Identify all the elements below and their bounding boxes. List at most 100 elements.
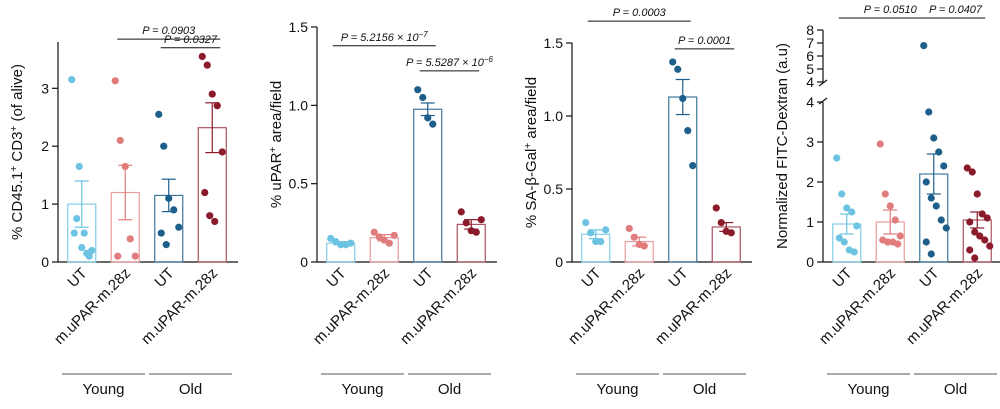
bar <box>413 108 443 263</box>
data-point <box>602 226 610 234</box>
p-value-text: P = 0.0003 <box>613 7 667 19</box>
data-point <box>927 194 935 202</box>
data-point <box>840 238 848 246</box>
data-point <box>843 204 851 212</box>
category-label: m.uPAR-m.28z <box>51 265 134 348</box>
y-axis-label-part: CD3 <box>9 132 26 166</box>
y-axis-label-part: area/field <box>268 81 285 147</box>
category-label: UT <box>151 265 177 291</box>
data-point <box>462 219 470 227</box>
data-point <box>75 162 83 171</box>
group-label: Young <box>342 381 384 398</box>
data-point <box>978 210 986 218</box>
data-point <box>922 178 930 186</box>
data-point <box>966 246 974 254</box>
y-tick-label: 7 <box>806 35 814 51</box>
y-tick-label: 0 <box>300 254 308 270</box>
y-tick-label: 0.5 <box>544 181 564 197</box>
data-point <box>160 142 168 150</box>
data-point <box>208 90 216 98</box>
data-point <box>940 162 948 170</box>
data-point <box>679 94 687 103</box>
y-axis-label: Normalized FITC-Dextran (a.u) <box>774 43 791 249</box>
y-tick-label: 4 <box>806 94 814 110</box>
p-value-label: P = 0.0407 <box>929 4 983 16</box>
group-label: Old <box>693 381 716 398</box>
data-point <box>833 154 841 162</box>
data-point <box>669 58 677 66</box>
data-point <box>419 93 427 102</box>
y-axis-label: % SA-β-Gal+ area/field <box>523 77 541 228</box>
data-point <box>347 239 355 247</box>
data-point <box>157 229 165 237</box>
data-point <box>126 235 134 243</box>
data-point <box>170 206 178 214</box>
category-label: UT <box>410 265 436 291</box>
data-point <box>162 241 170 249</box>
y-tick-label: 0 <box>41 254 49 270</box>
data-point <box>973 190 981 198</box>
y-axis-label-part: % uPAR <box>268 152 285 208</box>
data-point <box>927 250 935 258</box>
data-point <box>930 134 938 142</box>
data-point <box>894 240 902 248</box>
data-point <box>218 148 226 156</box>
y-tick-label: 2 <box>41 138 49 154</box>
data-point <box>88 246 96 255</box>
data-point <box>848 208 856 216</box>
data-point <box>424 114 432 122</box>
y-tick-label: 1.0 <box>544 108 564 124</box>
y-tick-label: 1 <box>806 214 814 230</box>
data-point <box>640 242 648 250</box>
category-label: m.uPAR-m.28z <box>903 265 986 348</box>
chart-panel-2: 00.51.01.5% uPAR+ area/fieldUTm.uPAR-m.2… <box>268 19 497 398</box>
data-point <box>625 224 633 233</box>
data-point <box>597 237 605 246</box>
y-axis-label-part: % SA-β-Gal <box>523 149 540 228</box>
data-point <box>727 229 735 237</box>
data-point <box>472 228 480 236</box>
data-point <box>689 162 697 170</box>
y-axis-label-sup: + <box>9 166 20 172</box>
category-label: UT <box>64 265 90 291</box>
category-label: m.uPAR-m.28z <box>397 265 480 348</box>
data-point <box>73 214 81 223</box>
data-point <box>457 208 465 216</box>
y-tick-label: 2 <box>806 174 814 190</box>
y-tick-label: 0.5 <box>289 176 309 192</box>
chart-panel-3: 00.51.01.5% SA-β-Gal+ area/fieldUTm.uPAR… <box>523 7 752 398</box>
group-label: Young <box>848 381 890 398</box>
data-point <box>582 218 590 227</box>
group-label: Old <box>438 381 461 398</box>
category-label: m.uPAR-m.28z <box>816 265 899 348</box>
data-point <box>165 194 173 202</box>
p-value-text: P = 0.0327 <box>164 34 218 46</box>
data-point <box>838 190 846 198</box>
data-point <box>896 232 904 240</box>
data-point <box>922 238 930 246</box>
p-value-text: P = 5.5287 × 10 <box>406 57 485 69</box>
data-point <box>213 102 221 110</box>
y-tick-label: 1.0 <box>289 97 309 113</box>
data-point <box>966 218 974 226</box>
y-tick-label: 3 <box>41 80 49 96</box>
data-point <box>963 164 971 172</box>
data-point <box>971 254 979 262</box>
y-tick-label: 0 <box>555 254 563 270</box>
data-point <box>968 168 976 176</box>
category-label: UT <box>829 265 855 291</box>
p-value-label: P = 0.0001 <box>678 35 731 47</box>
data-point <box>155 110 163 118</box>
y-axis-label-sup: + <box>268 147 279 153</box>
data-point <box>592 237 600 246</box>
data-point <box>932 202 940 210</box>
data-point <box>983 214 991 222</box>
data-point <box>712 204 720 212</box>
data-point <box>886 202 894 210</box>
data-point <box>937 216 945 224</box>
group-label: Young <box>597 381 639 398</box>
p-value-label: P = 0.0510 <box>864 4 918 16</box>
data-point <box>935 148 943 156</box>
